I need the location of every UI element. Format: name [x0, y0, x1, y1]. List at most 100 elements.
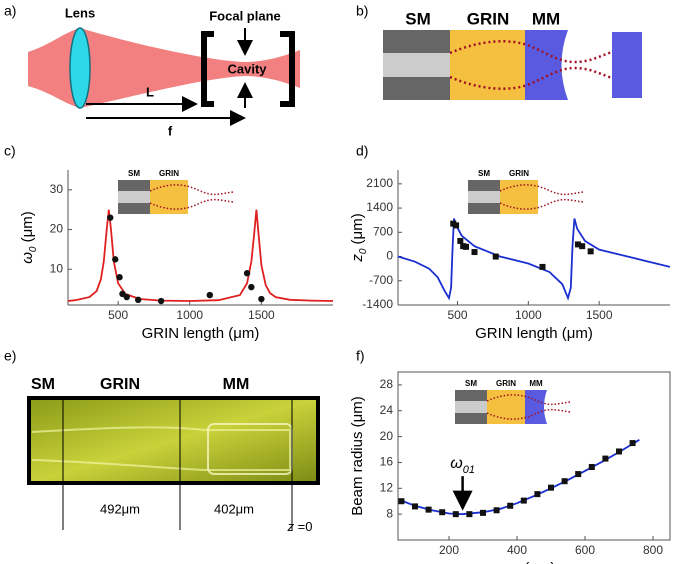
data-point [112, 256, 119, 263]
data-point [412, 503, 418, 510]
data-point [588, 463, 595, 470]
y-axis-label-symbol: ω [19, 252, 36, 264]
data-point [548, 484, 554, 491]
sm-core [383, 53, 450, 77]
data-point [258, 295, 265, 303]
x-tick-label: 1500 [586, 308, 613, 322]
fit-line [397, 218, 671, 301]
x-tick-label: 500 [447, 308, 467, 322]
panel-label: e) [4, 348, 16, 364]
x-axis-label: z (μm) [512, 560, 556, 564]
inset-label: SM [465, 379, 477, 388]
panel-label: b) [356, 3, 368, 19]
y-tick-label: 2100 [366, 176, 393, 190]
x-tick-label: 400 [507, 543, 527, 557]
data-point [575, 471, 582, 478]
length-label: 402μm [214, 501, 254, 516]
lens [69, 27, 91, 109]
inset-grin [150, 180, 188, 214]
sm-label: SM [31, 376, 55, 393]
y-axis-label-symbol: z [349, 254, 366, 263]
inset-label: GRIN [159, 169, 179, 178]
data-point [561, 478, 568, 485]
panel-label: f) [356, 348, 365, 364]
inset-core [468, 191, 500, 203]
inset-beam [149, 184, 234, 196]
x-tick-label: 1000 [176, 308, 203, 322]
data-point [579, 243, 586, 250]
mirror [612, 32, 642, 98]
inset-label: SM [128, 169, 140, 178]
inset-label: MM [529, 379, 543, 388]
data-point [587, 248, 594, 255]
y-axis-label: Beam radius (μm) [349, 396, 366, 516]
length-label: L [146, 84, 154, 99]
y-tick-label: 24 [380, 403, 394, 417]
y-tick-label: 10 [50, 261, 64, 275]
data-point [457, 237, 464, 244]
chart-panel: c) 500 1000 1500 10 20 30 GRIN length (μm) ω0 (μ… [4, 143, 334, 342]
mm-label: MM [532, 9, 560, 28]
focal-length-label: f [168, 123, 173, 138]
panel-label: c) [4, 143, 16, 159]
y-tick-label: -700 [369, 273, 393, 287]
panel-e: e) SM GRIN MM 492μm 402μm z =0 [4, 348, 320, 534]
y-tick-label: 20 [50, 222, 64, 236]
inset-beam [499, 198, 584, 210]
panel-a: a) Lens Focal plane Cavity L f [4, 3, 300, 138]
y-axis-label-subscript: 0 [28, 246, 39, 252]
data-point [466, 511, 473, 518]
y-tick-label: 0 [386, 249, 393, 263]
data-point [539, 263, 546, 270]
x-tick-label: 500 [108, 308, 128, 322]
fit-line [401, 439, 640, 516]
mirror [201, 31, 214, 107]
z-symbol: z [287, 519, 295, 534]
panel-label: d) [356, 143, 368, 159]
y-tick-label: 20 [380, 429, 394, 443]
lens-label: Lens [65, 5, 95, 20]
mm-fiber [525, 30, 568, 100]
y-tick-label: 8 [386, 506, 393, 520]
data-point [471, 249, 478, 256]
x-axis-label-unit: (μm) [520, 560, 555, 564]
x-tick-label: 800 [643, 543, 663, 557]
grin-label: GRIN [100, 376, 140, 393]
data-point [439, 509, 446, 516]
x-tick-label: 1500 [248, 308, 275, 322]
y-tick-label: 12 [380, 480, 394, 494]
data-point [248, 283, 255, 291]
inset-beam [149, 198, 234, 210]
data-point [116, 274, 123, 281]
x-tick-label: 200 [439, 543, 459, 557]
annotation-subscript: 01 [463, 464, 475, 476]
inset-label: SM [478, 169, 490, 178]
data-point [107, 214, 114, 221]
y-axis-label-subscript: 0 [358, 248, 369, 254]
data-point [463, 243, 469, 250]
data-point [534, 491, 541, 498]
laser-beam [28, 28, 300, 108]
inset-beam [486, 394, 571, 406]
inset-core [118, 191, 150, 203]
data-point [123, 293, 130, 301]
data-point [480, 509, 486, 516]
y-axis-label: ω0 (μm) [19, 211, 39, 264]
inset-mm [525, 390, 547, 424]
data-point [206, 291, 214, 299]
plot-frame [397, 371, 671, 541]
x-axis-label: GRIN length (μm) [475, 325, 593, 342]
y-axis-label-unit: (μm) [349, 213, 366, 248]
chart-panel: d) 500 1000 1500 -1400 -700 0 700 1400 2100 GRIN l… [349, 143, 671, 342]
data-point [493, 507, 500, 514]
data-point [425, 506, 432, 513]
inset-grin [500, 180, 538, 214]
data-point [157, 297, 165, 305]
y-tick-label: 700 [373, 224, 393, 238]
z-value: =0 [294, 519, 312, 534]
y-tick-label: 1400 [366, 200, 393, 214]
grin-lens [450, 30, 525, 100]
z-origin-label: z =0 [287, 519, 313, 534]
data-point [492, 253, 499, 260]
